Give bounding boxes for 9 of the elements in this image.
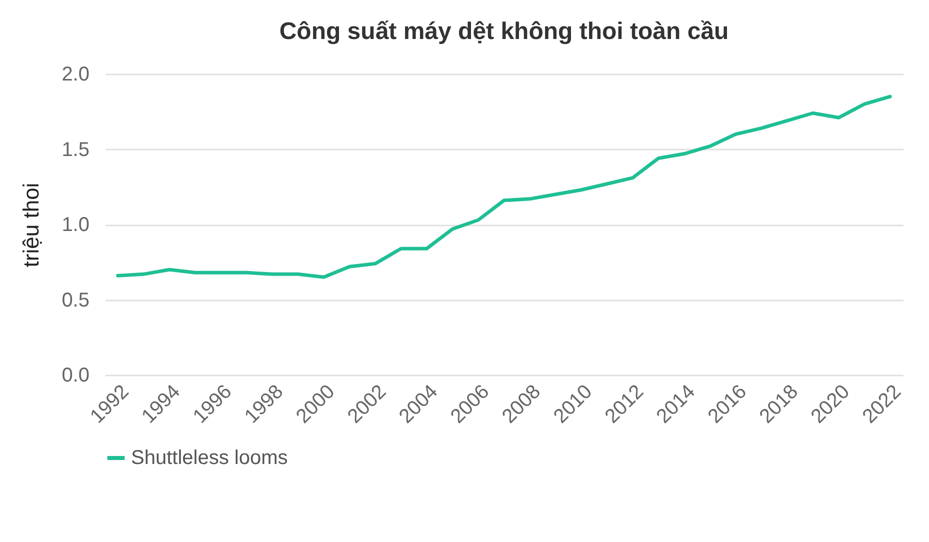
- y-tick-label: 0.0: [62, 364, 90, 386]
- y-tick-label: 1.5: [62, 138, 90, 161]
- legend-label: Shuttleless looms: [131, 447, 288, 469]
- chart-title: Công suất máy dệt không thoi toàn cầu: [279, 18, 729, 45]
- line-series: [116, 94, 892, 279]
- y-tick-label: 2.0: [62, 64, 90, 86]
- y-tick-label: 0.5: [62, 289, 90, 312]
- y-tick-label: 1.0: [62, 214, 90, 236]
- y-axis-title: triệu thoi: [18, 182, 44, 268]
